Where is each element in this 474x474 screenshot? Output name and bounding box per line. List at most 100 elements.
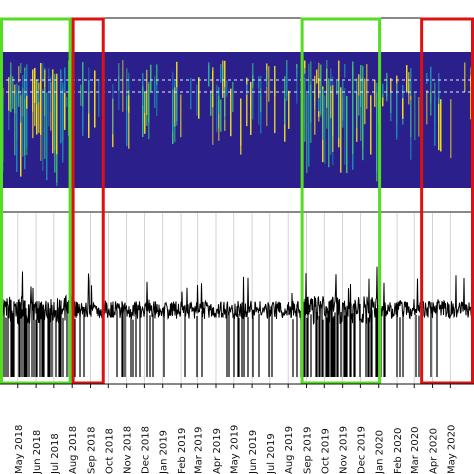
- spectrogram-streak: [12, 76, 14, 109]
- spectrogram-streak: [8, 93, 10, 131]
- spectrogram-streak: [220, 99, 222, 132]
- spectrogram-streak: [450, 98, 452, 159]
- spectrogram-streak: [274, 86, 276, 134]
- spectrogram-streak: [80, 84, 82, 106]
- spectrogram-streak: [20, 95, 22, 177]
- x-tick-label: Jul 2018: [50, 433, 61, 474]
- spectrogram-streak: [112, 84, 114, 135]
- spectrogram-streak: [306, 93, 308, 174]
- spectrogram-streak: [418, 97, 420, 137]
- spectrogram-streak: [310, 84, 312, 123]
- spectrogram-streak: [328, 78, 330, 168]
- spectrogram-streak: [382, 92, 384, 107]
- spectrogram-streak: [470, 75, 472, 120]
- spectrogram-streak: [284, 76, 286, 125]
- spectrogram-streak: [430, 78, 432, 104]
- spectrogram-streak: [208, 64, 210, 87]
- spectrogram-streak: [10, 74, 12, 113]
- bottom-panel: [0, 213, 474, 384]
- spectrogram-streak: [406, 65, 408, 93]
- x-tick-label: Feb 2019: [177, 428, 188, 474]
- spectrogram-streak: [356, 78, 358, 129]
- spectrogram-streak: [240, 98, 242, 155]
- spectrogram-streak: [274, 65, 276, 97]
- x-tick-label: Sep 2018: [87, 427, 98, 474]
- spectrogram-streak: [20, 63, 22, 74]
- spectrogram-streak: [260, 75, 262, 96]
- spectrogram-streak: [344, 87, 346, 165]
- spectrogram-streak: [210, 90, 212, 116]
- spectrogram-streak: [344, 64, 346, 78]
- spectrogram-streak: [438, 72, 440, 104]
- spectrogram-streak: [128, 95, 130, 149]
- spectrogram-streak: [218, 95, 220, 114]
- spectrogram-streak: [408, 72, 410, 105]
- spectrogram-streak: [174, 87, 176, 127]
- x-tick-label: Jun 2019: [248, 430, 259, 474]
- spectrogram-streak: [268, 66, 270, 102]
- x-tick-label: Jan 2020: [375, 430, 386, 474]
- x-tick-label: Apr 2020: [429, 428, 440, 474]
- spectrogram-streak: [52, 69, 54, 154]
- spectrogram-streak: [224, 87, 226, 121]
- spectrogram-streak: [98, 78, 100, 117]
- spectrogram-streak: [176, 61, 178, 108]
- x-tick-label: Jun 2018: [32, 430, 43, 474]
- x-tick-label: Nov 2018: [123, 426, 134, 474]
- x-tick-label: Aug 2018: [68, 426, 79, 474]
- spectrogram-streak: [360, 76, 362, 142]
- spectrogram-streak: [390, 91, 392, 122]
- spectrogram-streak: [42, 63, 44, 82]
- spectrogram-streak: [438, 97, 440, 151]
- spectrogram-streak: [396, 94, 398, 140]
- spectrogram-streak: [8, 77, 10, 111]
- spectrogram-streak: [48, 68, 50, 127]
- signal-line: [0, 266, 474, 326]
- spectrogram-streak: [156, 63, 158, 116]
- spectrogram-streak: [154, 79, 156, 108]
- green-highlight-box: [0, 17, 72, 385]
- spectrogram-streak: [296, 74, 298, 104]
- spectrogram-streak: [54, 82, 56, 151]
- spectrogram-streak: [66, 96, 68, 107]
- spectrogram-streak: [46, 92, 48, 181]
- spectrogram-streak: [144, 92, 146, 134]
- spectrogram-streak: [198, 77, 200, 119]
- spectrogram-streak: [222, 68, 224, 82]
- spectrogram-streak: [126, 96, 128, 147]
- spectrogram-streak: [88, 91, 90, 138]
- spectrogram-streak: [190, 77, 192, 110]
- spectrogram-streak: [252, 74, 254, 120]
- spectrogram-streak: [296, 68, 298, 79]
- spectrogram-streak: [402, 98, 404, 119]
- spectrogram-streak: [18, 66, 20, 83]
- spectrogram-streak: [142, 86, 144, 138]
- spectrogram-streak: [366, 64, 368, 109]
- x-tick-label: May 2019: [230, 425, 241, 474]
- spectrogram-streak: [308, 82, 310, 167]
- spectrogram-streak: [320, 85, 322, 118]
- x-tick-label: Jul 2019: [266, 433, 277, 474]
- spectrogram-streak: [414, 91, 416, 141]
- spectrogram-streak: [376, 92, 378, 182]
- spectrogram-streak: [426, 90, 428, 125]
- spectrogram-streak: [24, 70, 26, 99]
- spectrogram-streak: [220, 64, 222, 83]
- spectrogram-streak: [338, 80, 340, 138]
- spectrogram-streak: [370, 95, 372, 155]
- spectrogram-streak: [22, 74, 24, 157]
- spectrogram-background: [0, 52, 474, 188]
- highlight-boxes: [0, 17, 474, 385]
- spectrogram-streak: [314, 75, 316, 135]
- spectrogram-streak: [332, 85, 334, 153]
- spectrogram-streak: [304, 68, 306, 79]
- spectrogram-streak: [216, 84, 218, 133]
- spectrogram-streak: [330, 85, 332, 119]
- spectrogram-streak: [336, 80, 338, 95]
- x-tick-label: Oct 2018: [104, 428, 115, 474]
- spectrogram-streak: [340, 87, 342, 173]
- spectrogram-streak: [252, 75, 254, 87]
- spectrogram-streak: [360, 64, 362, 108]
- spectrogram-streak: [94, 70, 96, 128]
